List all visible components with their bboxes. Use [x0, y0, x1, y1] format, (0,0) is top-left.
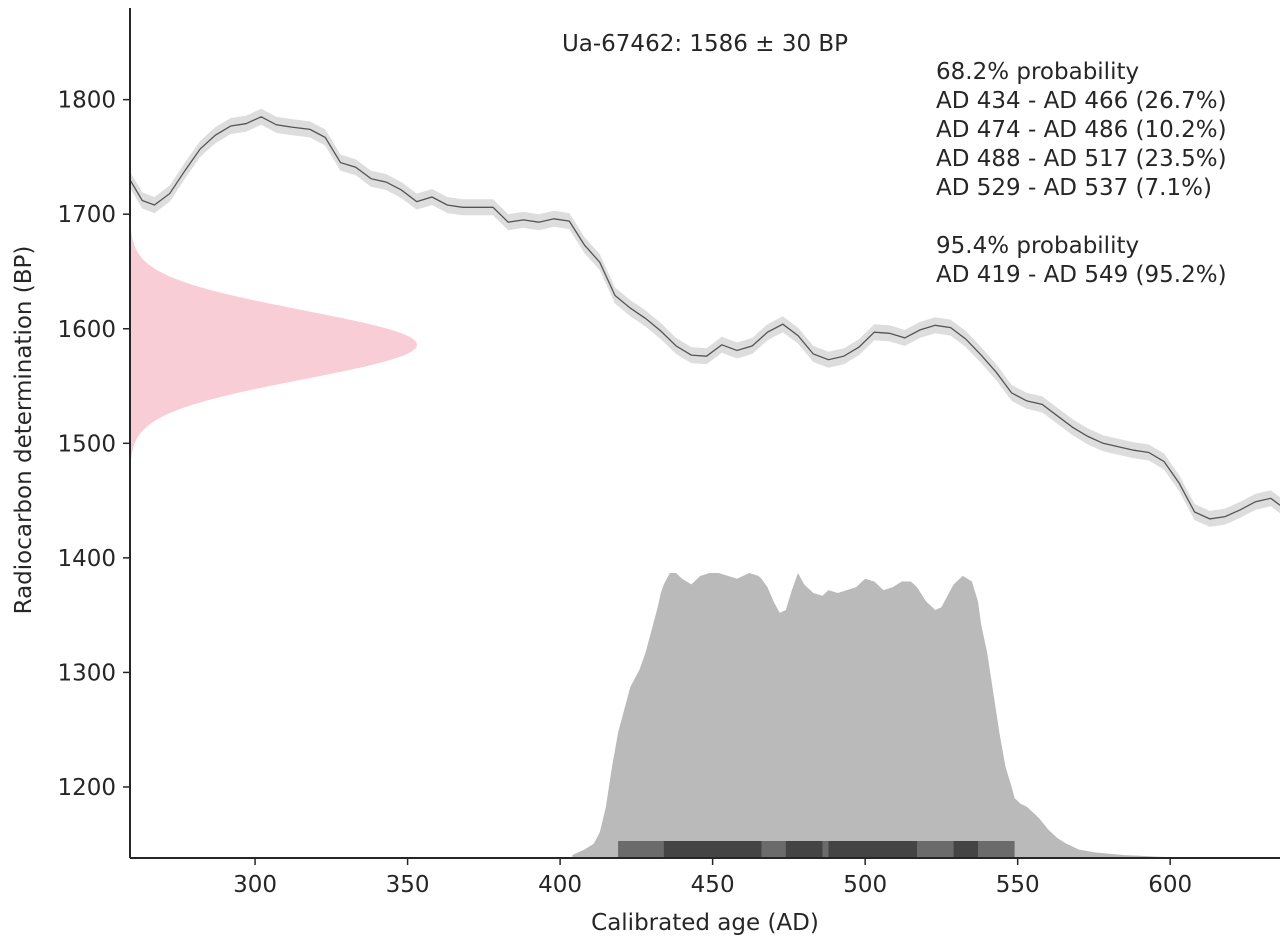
x-tick-label: 500 [843, 872, 887, 898]
x-tick-label: 550 [996, 872, 1040, 898]
x-tick-label: 450 [691, 872, 735, 898]
x-ticks: 300 350 400 450 500 550 600 [233, 858, 1192, 898]
p68-title-text: 68.2% probability [936, 59, 1139, 85]
p95-title-text: 95.4% probability [936, 233, 1139, 259]
hpd-68-range-bar [663, 841, 762, 858]
calibrated-distribution-area [572, 573, 1171, 858]
calibration-curve-line [130, 116, 1280, 520]
y-tick-label: 1500 [57, 431, 116, 457]
x-tick-label: 300 [233, 872, 277, 898]
p68-range-text: AD 474 - AD 486 (10.2%) [936, 117, 1227, 143]
x-axis-label: Calibrated age (AD) [591, 910, 819, 936]
hpd-68-range-bar [828, 841, 918, 858]
y-tick-label: 1800 [57, 88, 116, 114]
x-tick-label: 600 [1148, 872, 1192, 898]
y-ticks: 1200 1300 1400 1500 1600 1700 1800 [57, 88, 130, 801]
hpd-68-range-bar [953, 841, 979, 858]
chart-title: Ua-67462: 1586 ± 30 BP [562, 31, 848, 57]
y-tick-label: 1200 [57, 775, 116, 801]
y-tick-label: 1700 [57, 202, 116, 228]
probability-annotations: 68.2% probability AD 434 - AD 466 (26.7%)… [936, 59, 1227, 288]
radiocarbon-date-distribution [130, 207, 417, 483]
p95-range-text: AD 419 - AD 549 (95.2%) [936, 262, 1227, 288]
y-tick-label: 1600 [57, 317, 116, 343]
x-tick-label: 400 [538, 872, 582, 898]
p68-range-text: AD 488 - AD 517 (23.5%) [936, 146, 1227, 172]
y-tick-label: 1300 [57, 660, 116, 686]
y-axis-label: Radiocarbon determination (BP) [11, 246, 37, 615]
hpd-68-range-bar [785, 841, 823, 858]
y-tick-label: 1400 [57, 546, 116, 572]
plot-content [130, 108, 1280, 858]
axes: 300 350 400 450 500 550 600 1200 1300 1400 1500 16… [57, 8, 1280, 898]
p68-range-text: AD 529 - AD 537 (7.1%) [936, 175, 1212, 201]
x-tick-label: 350 [386, 872, 430, 898]
p68-range-text: AD 434 - AD 466 (26.7%) [936, 88, 1227, 114]
